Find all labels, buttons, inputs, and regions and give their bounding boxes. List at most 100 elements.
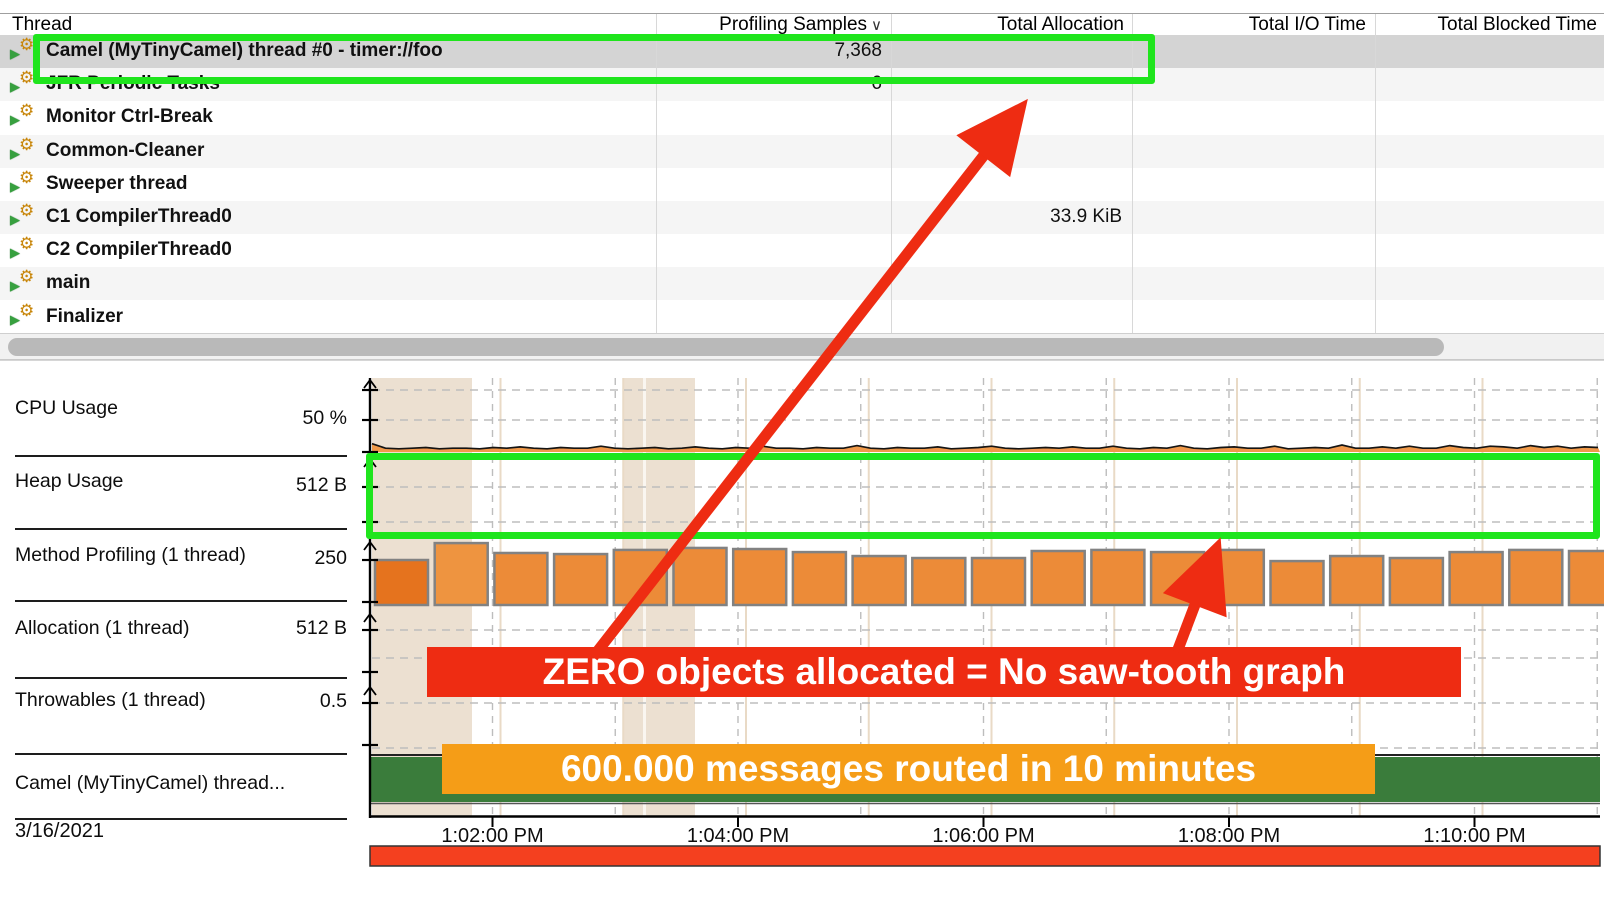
thread-activity-bar (370, 757, 1600, 802)
column-header-thread[interactable]: Thread (12, 14, 73, 35)
table-row[interactable]: ▶ ⚙ Sweeper thread (0, 167, 1604, 201)
method-profiling-bar (493, 551, 549, 607)
expand-arrow-icon[interactable]: ▶ (10, 212, 20, 227)
thread-name: Camel (MyTinyCamel) thread #0 - timer://… (46, 40, 443, 61)
method-profiling-bar (1388, 556, 1445, 607)
sort-indicator-icon[interactable]: ∨ (871, 17, 882, 34)
thread-icon: ▶ ⚙ (10, 201, 44, 230)
method-profiling-bar (433, 541, 489, 607)
gear-icon: ⚙ (19, 101, 35, 121)
lane-axis-value: 512 B (296, 617, 347, 639)
thread-name: JFR Periodic Tasks (46, 73, 220, 95)
lane-separator (15, 818, 347, 820)
column-separator (656, 14, 657, 333)
method-profiling-bar (1030, 549, 1086, 607)
horizontal-scrollbar[interactable] (0, 333, 1604, 361)
thread-icon: ▶ ⚙ (10, 101, 44, 130)
lane-separator (15, 455, 347, 457)
expand-arrow-icon[interactable]: ▶ (10, 178, 20, 194)
method-profiling-bar (612, 548, 669, 607)
gear-icon: ⚙ (19, 68, 35, 88)
table-row[interactable]: ▶ ⚙ C1 CompilerThread0 33.9 KiB (0, 201, 1604, 234)
column-header-total-i-o-time[interactable]: Total I/O Time (1248, 14, 1366, 35)
expand-arrow-icon[interactable]: ▶ (10, 46, 20, 61)
thread-name: C1 CompilerThread0 (46, 206, 232, 227)
lane-label-6: Camel (MyTinyCamel) thread... (15, 772, 286, 794)
gear-icon: ⚙ (19, 267, 35, 287)
method-profiling-bar (373, 558, 430, 607)
table-row[interactable]: ▶ ⚙ Monitor Ctrl-Break (0, 101, 1604, 135)
gear-icon: ⚙ (19, 134, 35, 154)
axis-arrow-icon (363, 378, 377, 389)
table-row[interactable]: ▶ ⚙ Finalizer (0, 300, 1604, 334)
method-profiling-bar (911, 556, 967, 607)
expand-arrow-icon[interactable]: ▶ (10, 145, 20, 161)
expand-arrow-icon[interactable]: ▶ (10, 311, 20, 327)
gear-icon: ⚙ (19, 35, 35, 54)
table-top-border (0, 13, 1604, 14)
column-header-profiling-samples[interactable]: Profiling Samples ∨ (719, 14, 882, 35)
lane-axis-value: 250 (314, 547, 347, 569)
cell-profiling-samples: 7,368 (834, 40, 882, 61)
method-profiling-bar (731, 547, 788, 607)
thread-icon: ▶ ⚙ (10, 134, 44, 164)
lane-label-1: CPU Usage (15, 397, 118, 419)
expand-arrow-icon[interactable]: ▶ (10, 79, 20, 95)
lane-axis-value: 50 % (302, 407, 347, 429)
table-row[interactable]: ▶ ⚙ main (0, 267, 1604, 301)
cell-total-allocation: 33.9 KiB (1050, 206, 1122, 227)
chart-canvas[interactable]: 1:02:00 PM 1:04:00 PM 1:06:00 PM 1:08:00 PM… (360, 375, 1604, 868)
thread-name: Finalizer (46, 305, 124, 327)
gear-icon: ⚙ (19, 167, 35, 187)
column-header-total-blocked-time[interactable]: Total Blocked Time (1437, 14, 1597, 35)
thread-name: main (46, 272, 91, 294)
table-row[interactable]: ▶ ⚙ C2 CompilerThread0 (0, 234, 1604, 268)
method-profiling-bar (1269, 559, 1325, 607)
method-profiling-bar (1328, 554, 1385, 607)
method-profiling-bar (1567, 549, 1604, 607)
threads-table: Thread Profiling Samples ∨ Total Allocation… (0, 0, 1604, 361)
thread-icon: ▶ ⚙ (10, 68, 44, 97)
lane-label-2: Heap Usage (15, 470, 124, 492)
time-label: 1:06:00 PM (932, 825, 1034, 847)
method-profiling-bar (1508, 548, 1564, 607)
lane-axis-value: 0.5 (319, 690, 347, 712)
column-separator (1132, 14, 1133, 333)
column-separator (891, 14, 892, 333)
expand-arrow-icon[interactable]: ▶ (10, 245, 20, 261)
column-header-total-allocation[interactable]: Total Allocation (997, 14, 1124, 35)
time-label: 1:10:00 PM (1423, 825, 1525, 847)
gear-icon: ⚙ (19, 201, 35, 220)
thread-name: Common-Cleaner (46, 139, 205, 161)
scrollbar-thumb[interactable] (8, 338, 1444, 356)
method-profiling-bar (851, 554, 907, 607)
date-label: 3/16/2021 (15, 820, 104, 842)
time-label: 1:08:00 PM (1178, 825, 1280, 847)
lane-separator (15, 528, 347, 530)
expand-arrow-icon[interactable]: ▶ (10, 112, 20, 128)
lane-label-5: Throwables (1 thread) (15, 689, 206, 711)
thread-name: C2 CompilerThread0 (46, 239, 232, 261)
method-profiling-bar (552, 552, 609, 607)
thread-name: Sweeper thread (46, 172, 188, 194)
method-profiling-bar (970, 556, 1027, 607)
table-row[interactable]: ▶ ⚙ Camel (MyTinyCamel) thread #0 - timer:… (0, 35, 1604, 68)
method-profiling-bar (1209, 548, 1266, 607)
thread-icon: ▶ ⚙ (10, 300, 44, 330)
table-row[interactable]: ▶ ⚙ Common-Cleaner (0, 134, 1604, 168)
table-row[interactable]: ▶ ⚙ JFR Periodic Tasks 6 (0, 68, 1604, 102)
thread-name: Monitor Ctrl-Break (46, 106, 213, 128)
thread-icon: ▶ ⚙ (10, 267, 44, 296)
gear-icon: ⚙ (19, 300, 35, 320)
axis-arrow-icon (363, 540, 377, 551)
method-profiling-bar (1090, 548, 1146, 607)
expand-arrow-icon[interactable]: ▶ (10, 278, 20, 294)
thread-icon: ▶ ⚙ (10, 35, 44, 64)
time-label: 1:04:00 PM (687, 825, 789, 847)
lane-separator (15, 677, 347, 679)
table-bottom-border (0, 359, 1604, 360)
thread-icon: ▶ ⚙ (10, 167, 44, 197)
axis-arrow-icon (363, 612, 377, 623)
method-profiling-bar (672, 546, 728, 607)
